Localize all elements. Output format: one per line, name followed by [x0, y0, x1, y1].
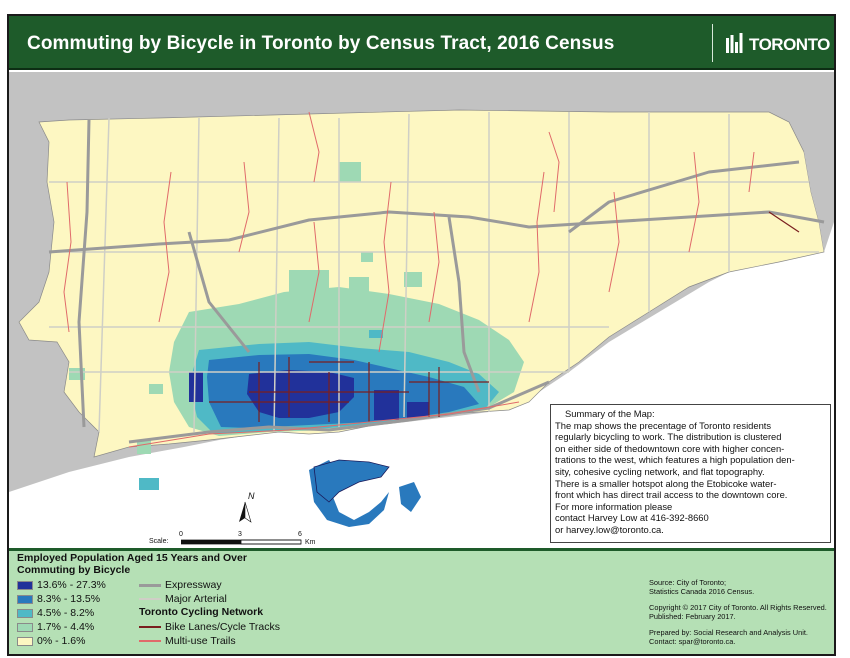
legend-class-3: 4.5% - 8.2%	[17, 607, 94, 619]
copyright-line: Copyright © 2017 City of Toronto. All Ri…	[649, 603, 827, 612]
legend-title-line2: Commuting by Bicycle	[17, 563, 131, 576]
legend-network-label: Bike Lanes/Cycle Tracks	[165, 621, 280, 633]
summary-line: front which has direct trail access to t…	[555, 489, 788, 501]
summary-line: contact Harvey Low at 416-392-8660	[555, 512, 709, 524]
city-hall-icon	[726, 33, 743, 53]
legend-swatch	[17, 608, 33, 618]
arterial-symbol	[139, 598, 161, 600]
summary-box: Summary of the Map: The map shows the pr…	[550, 404, 831, 543]
scale-tick-3: 3	[238, 531, 242, 538]
north-label: N	[248, 491, 255, 501]
scale-tick-0: 0	[179, 531, 183, 538]
legend-road-label: Expressway	[165, 579, 222, 591]
legend-title: Employed Population Aged 15 Years and Ov…	[17, 552, 247, 576]
summary-line: sity, cohesive cycling network, and flat…	[555, 465, 765, 477]
source-line: Statistics Canada 2016 Census.	[649, 587, 755, 596]
source-line: Source: City of Toronto;	[649, 578, 727, 587]
legend-class-label: 4.5% - 8.2%	[37, 607, 95, 619]
legend-class-label: 1.7% - 4.4%	[37, 621, 95, 633]
bike-lanes	[209, 211, 800, 422]
logo-separator	[712, 24, 713, 62]
legend-trails: Multi-use Trails	[139, 635, 236, 647]
map-frame: Commuting by Bicycle in Toronto by Censu…	[7, 14, 836, 656]
summary-title: Summary of the Map:	[565, 408, 655, 419]
published-line: Published: February 2017.	[649, 612, 736, 621]
north-arrow: N	[239, 491, 255, 523]
legend-title-line1: Employed Population Aged 15 Years and Ov…	[17, 552, 247, 564]
map-title: Commuting by Bicycle in Toronto by Censu…	[27, 33, 615, 54]
summary-line: trations to the west, which features a h…	[555, 454, 795, 466]
toronto-islands	[313, 459, 390, 503]
legend-class-label: 13.6% - 27.3%	[37, 579, 106, 591]
logo-text: TORONTO	[749, 35, 830, 54]
legend-swatch	[17, 580, 33, 590]
summary-line: regularly bicycling to work. The distrib…	[555, 431, 782, 443]
expressway-symbol	[139, 583, 161, 587]
major-arterials	[49, 112, 819, 433]
scale-bar	[181, 539, 302, 545]
legend-class-label: 8.3% - 13.5%	[37, 593, 101, 605]
legend-expressway: Expressway	[139, 579, 222, 591]
legend-class-4: 8.3% - 13.5%	[17, 593, 100, 605]
summary-line: There is a smaller hotspot along the Eto…	[555, 477, 777, 489]
toronto-logo: TORONTO	[725, 32, 830, 56]
legend-swatch	[17, 594, 33, 604]
prepared-line: Prepared by: Social Research and Analysi…	[649, 628, 808, 637]
legend-panel: Employed Population Aged 15 Years and Ov…	[9, 548, 834, 654]
legend-class-1: 0% - 1.6%	[17, 635, 85, 647]
trail-symbol	[139, 640, 161, 642]
network-title: Toronto Cycling Network	[139, 606, 264, 618]
scale-unit: Km	[305, 539, 316, 546]
expressways	[48, 119, 825, 444]
legend-swatch	[17, 636, 33, 646]
legend-swatch	[17, 622, 33, 632]
legend-class-label: 0% - 1.6%	[37, 635, 86, 647]
map-panel: N Scale: 0 3 6 Km Summary of the Map: Th…	[9, 72, 834, 548]
scale-label: Scale:	[149, 538, 169, 545]
legend-road-label: Major Arterial	[165, 593, 227, 605]
legend-class-5: 13.6% - 27.3%	[17, 579, 106, 591]
bike-lane-symbol	[139, 626, 161, 628]
multi-use-trails	[63, 111, 755, 448]
legend-network-label: Multi-use Trails	[165, 635, 236, 647]
summary-line: on either side of thedowntown core with …	[555, 442, 785, 454]
legend-arterial: Major Arterial	[139, 593, 227, 605]
summary-line: For more information please	[555, 500, 673, 512]
summary-line: or harvey.low@toronto.ca.	[555, 523, 664, 535]
contact-line: Contact: spar@toronto.ca.	[649, 637, 736, 646]
legend-bike-lanes: Bike Lanes/Cycle Tracks	[139, 621, 280, 633]
summary-line: The map shows the precentage of Toronto …	[555, 419, 772, 431]
legend-class-2: 1.7% - 4.4%	[17, 621, 94, 633]
title-bar: Commuting by Bicycle in Toronto by Censu…	[9, 16, 834, 70]
scale-tick-6: 6	[298, 531, 302, 538]
